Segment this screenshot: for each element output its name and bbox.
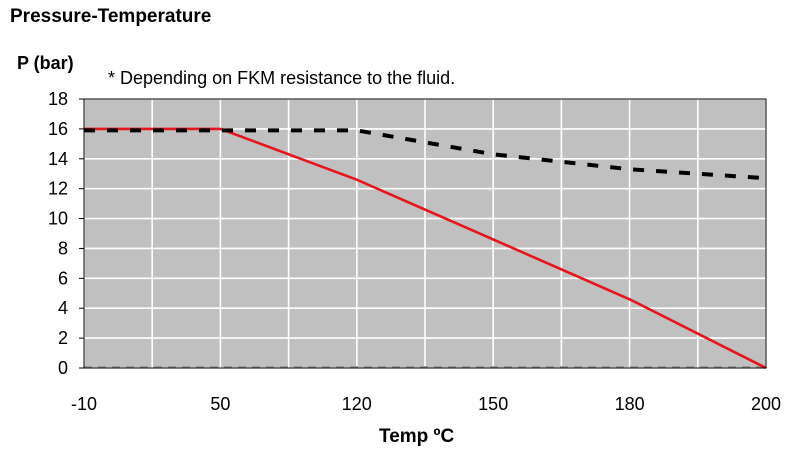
x-tick-label: 50 bbox=[210, 394, 230, 414]
y-tick-label: 0 bbox=[58, 358, 68, 378]
x-tick-labels: -10 50 120 150 180 200 bbox=[71, 394, 781, 414]
x-tick-label: 200 bbox=[751, 394, 781, 414]
chart-annotation: * Depending on FKM resistance to the flu… bbox=[108, 68, 456, 88]
y-tick-label: 10 bbox=[48, 209, 68, 229]
y-tick-label: 6 bbox=[58, 268, 68, 288]
series-line-solid bbox=[84, 127, 767, 370]
x-tick-label: 120 bbox=[342, 394, 372, 414]
x-tick-label: -10 bbox=[71, 394, 97, 414]
x-axis-label: Temp ºC bbox=[379, 426, 455, 447]
y-tick-labels: 0 2 4 6 8 10 12 14 16 18 bbox=[48, 89, 84, 378]
y-tick-label: 16 bbox=[48, 119, 68, 139]
y-tick-label: 4 bbox=[58, 298, 68, 318]
x-tick-label: 150 bbox=[478, 394, 508, 414]
y-tick-label: 8 bbox=[58, 238, 68, 258]
series-lines bbox=[83, 98, 767, 370]
x-tick-label: 180 bbox=[615, 394, 645, 414]
chart-title: Pressure-Temperature bbox=[10, 6, 212, 27]
y-tick-label: 2 bbox=[58, 328, 68, 348]
y-tick-label: 12 bbox=[48, 179, 68, 199]
y-axis-label: P (bar) bbox=[17, 53, 74, 73]
y-tick-label: 18 bbox=[48, 89, 68, 109]
plot-frame bbox=[83, 98, 767, 369]
y-tick-label: 14 bbox=[48, 149, 68, 169]
